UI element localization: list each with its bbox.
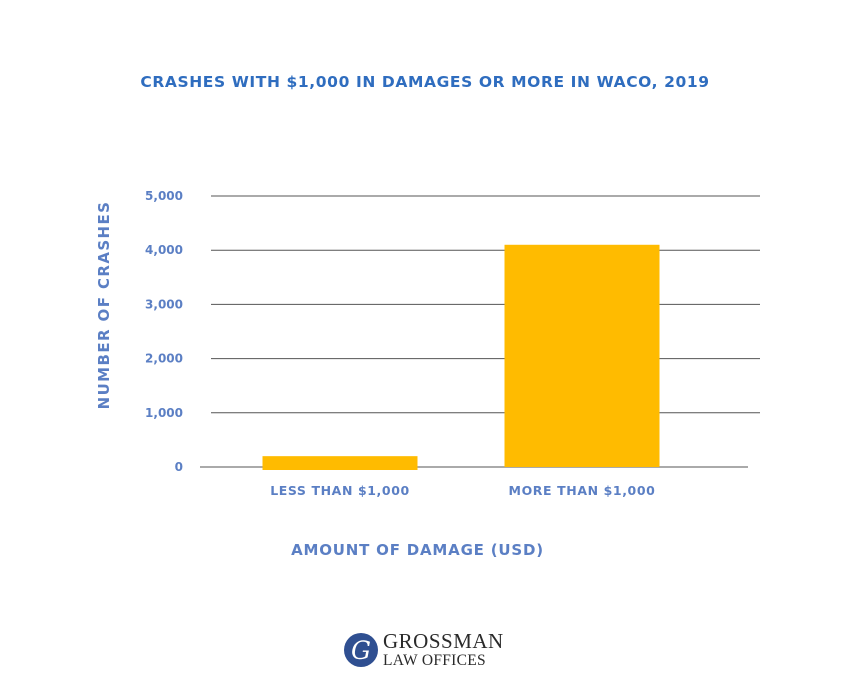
logo-line-2: LAW OFFICES [383, 652, 486, 670]
y-tick-labels: 0 1,000 2,000 3,000 4,000 5,000 [145, 189, 183, 474]
logo-text: GROSSMAN LAW OFFICES [383, 631, 504, 669]
x-axis-label: AMOUNT OF DAMAGE (USD) [291, 541, 544, 559]
y-tick-label: 5,000 [145, 189, 183, 203]
y-axis-label: NUMBER OF CRASHES [95, 200, 113, 410]
logo-line-1: GROSSMAN [383, 629, 504, 654]
x-tick-label: MORE THAN $1,000 [509, 483, 656, 498]
y-tick-label: 0 [175, 460, 183, 474]
y-tick-label: 3,000 [145, 297, 183, 311]
logo-mark-icon: G [344, 633, 378, 667]
chart-title: CRASHES WITH $1,000 IN DAMAGES OR MORE I… [140, 73, 710, 91]
gridlines [200, 195, 760, 468]
y-tick-label: 4,000 [145, 243, 183, 257]
bar [262, 456, 418, 470]
bar [504, 244, 660, 467]
x-tick-labels: LESS THAN $1,000 MORE THAN $1,000 [270, 483, 655, 498]
x-tick-label: LESS THAN $1,000 [270, 483, 410, 498]
y-tick-label: 1,000 [145, 406, 183, 420]
bars [262, 244, 660, 470]
y-tick-label: 2,000 [145, 352, 183, 366]
company-logo: G GROSSMAN LAW OFFICES [344, 630, 504, 670]
